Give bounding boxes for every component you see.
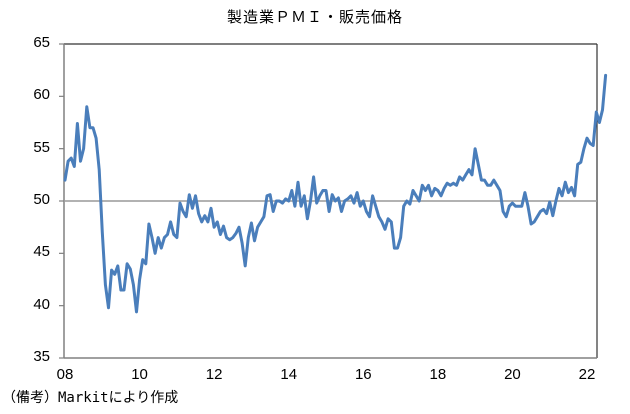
chart-title: 製造業ＰＭＩ・販売価格 [226,8,403,26]
series-line [63,73,608,314]
y-tick-label: 40 [33,295,50,313]
x-tick-label: 08 [56,366,74,383]
y-tick-label: 55 [33,138,50,156]
x-tick-label: 22 [578,366,596,383]
x-tick-label: 10 [131,366,148,383]
source-note: （備考）Markitにより作成 [2,390,179,406]
y-tick-label: 35 [33,348,50,365]
y-tick-label: 60 [33,86,50,104]
y-tick-label: 65 [33,34,50,51]
x-tick-label: 18 [429,366,447,383]
x-tick-label: 20 [504,366,521,383]
y-tick-label: 45 [33,243,50,261]
x-tick-label: 12 [205,366,223,383]
x-tick-label: 14 [280,366,298,383]
x-tick-label: 16 [354,366,372,383]
y-tick-label: 50 [33,191,50,208]
